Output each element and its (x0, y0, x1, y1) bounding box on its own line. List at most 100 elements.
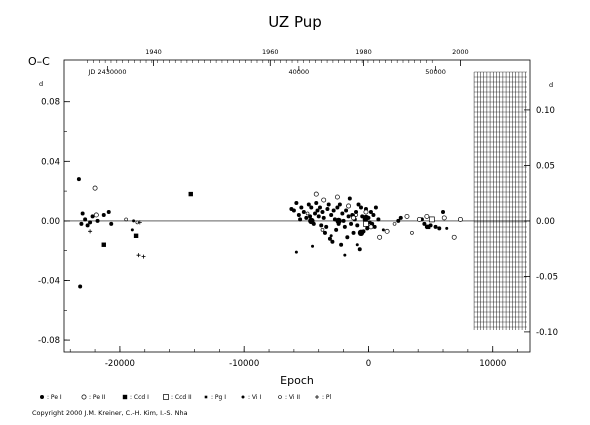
data-point (79, 221, 84, 226)
copyright-note: Copyright 2000 J.M. Kreiner, C.-H. Kim, … (32, 409, 188, 417)
data-point (351, 230, 356, 235)
data-point (363, 221, 369, 227)
data-point (76, 177, 81, 182)
data-point (345, 235, 350, 240)
data-point (83, 217, 88, 222)
data-point (437, 226, 442, 231)
data-point (358, 205, 363, 210)
data-point (101, 212, 106, 217)
data-point (291, 208, 296, 213)
data-point (326, 202, 331, 207)
y-tick-label-left: -0.04 (38, 276, 60, 286)
y-unit-mark: d (39, 80, 43, 88)
data-point (372, 224, 377, 229)
data-point (365, 226, 370, 231)
x-tick-label: 10000 (479, 359, 506, 369)
data-point (424, 213, 430, 219)
data-point (88, 220, 93, 225)
data-point (321, 215, 326, 220)
legend-label: : Pe I (47, 394, 62, 401)
data-point (343, 253, 347, 257)
data-point (133, 233, 139, 238)
data-point (445, 226, 449, 230)
data-point (329, 212, 334, 217)
data-point (384, 228, 390, 234)
data-point (357, 229, 365, 237)
data-point (130, 228, 134, 232)
data-point (188, 191, 193, 197)
data-point (368, 209, 373, 214)
data-point (294, 250, 298, 254)
data-point (304, 215, 309, 220)
data-point (356, 202, 361, 207)
data-point (92, 185, 98, 191)
data-point (325, 206, 330, 211)
x-axis-label: Epoch (280, 374, 314, 387)
data-point (330, 239, 335, 244)
y-tick-label-left: -0.08 (38, 336, 60, 346)
data-point (341, 218, 346, 223)
y-axis-label: O–C (28, 55, 50, 68)
data-point (93, 212, 99, 218)
data-point (294, 201, 299, 206)
data-point (441, 209, 446, 214)
data-point (334, 227, 339, 232)
data-point (376, 217, 381, 222)
y-tick-label-right: 0.05 (536, 161, 555, 171)
data-point (101, 242, 106, 247)
data-point (331, 208, 336, 213)
legend-marker (163, 394, 169, 400)
x-tick-label: -20000 (105, 359, 135, 369)
data-point (357, 247, 362, 252)
data-point (141, 254, 146, 259)
legend-label: : Vi I (248, 394, 261, 401)
data-point (355, 223, 360, 228)
data-point (136, 253, 141, 258)
legend-marker (241, 395, 245, 399)
future-shade-region (473, 71, 527, 330)
legend-label: : Pl (322, 394, 332, 401)
data-point (324, 224, 329, 229)
y-tick-label-right: -0.10 (536, 328, 558, 338)
legend-label: : Pe II (89, 394, 106, 401)
data-point (377, 234, 383, 240)
data-point (85, 223, 90, 228)
legend-label: : Ccd II (171, 394, 192, 401)
data-point (416, 216, 422, 222)
data-point (373, 205, 378, 210)
legend-marker (278, 395, 282, 399)
jd-tick-label: 50000 (425, 68, 446, 76)
data-point (410, 231, 414, 235)
data-point (371, 212, 376, 217)
legend-marker (40, 395, 44, 399)
data-point (337, 202, 342, 207)
data-point (404, 213, 410, 219)
data-point (363, 209, 369, 215)
data-point (319, 223, 324, 228)
data-point (422, 221, 427, 226)
y-tick-label-left: 0.04 (41, 157, 60, 167)
data-point (314, 201, 319, 206)
jd-tick-label: 40000 (289, 68, 310, 76)
data-point (106, 209, 111, 214)
legend-label: : Ccd I (130, 394, 149, 401)
data-point (124, 217, 128, 222)
data-point (349, 221, 354, 226)
data-point (315, 208, 320, 213)
data-point (308, 217, 315, 225)
legend-marker (81, 394, 87, 400)
data-point (381, 228, 385, 232)
year-tick-label: 1960 (262, 48, 279, 56)
legend: : Pe I: Pe II: Ccd I: Ccd II: Pg I: Vi I… (40, 394, 332, 401)
jd-tick-label: JD 2430000 (88, 68, 127, 76)
data-point (335, 217, 342, 225)
data-point (334, 194, 340, 200)
data-point (80, 211, 85, 216)
y-tick-label-left: 0.08 (41, 98, 60, 108)
data-point (433, 224, 438, 229)
data-point (344, 208, 349, 213)
data-point (306, 202, 311, 207)
data-point (313, 211, 318, 216)
data-point (301, 209, 306, 214)
data-point (95, 218, 100, 223)
